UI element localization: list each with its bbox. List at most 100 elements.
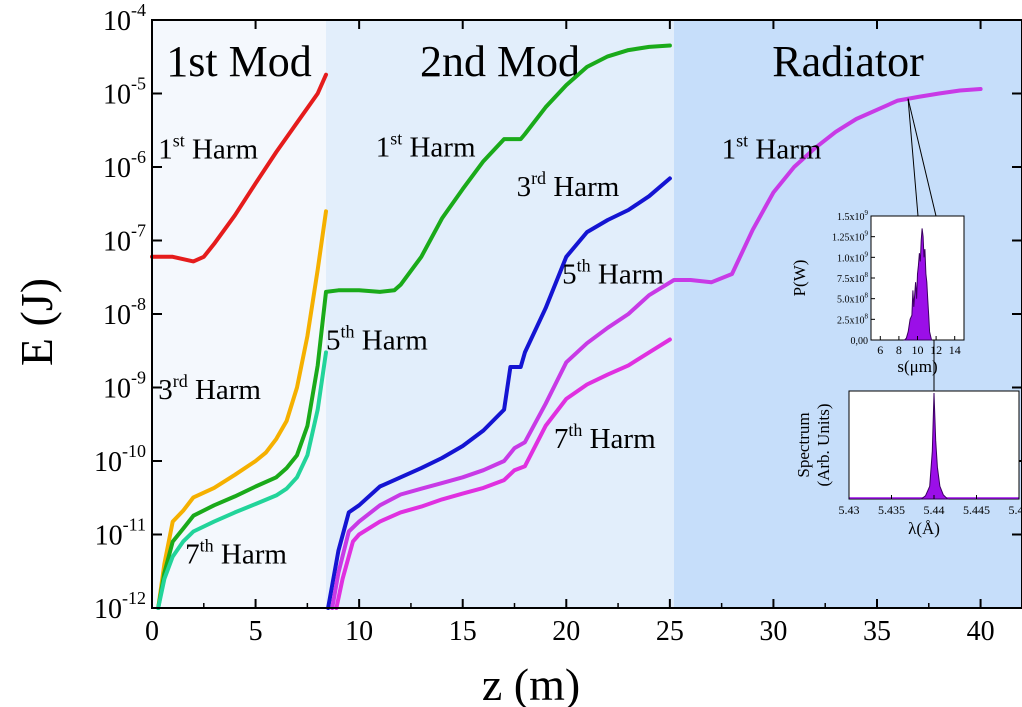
spectrum-y-label-line2: (Arb. Units)	[814, 403, 833, 486]
y-tick-label: 10-7	[103, 221, 146, 258]
y-tick-base: 10	[103, 374, 131, 405]
y-tick-exp: -7	[131, 221, 146, 241]
harm-number: 1	[722, 134, 737, 166]
y-tick-label: 10-8	[103, 294, 146, 331]
harm-label-3: 1st Harm	[376, 128, 476, 163]
region-label-0: 1st Mod	[166, 37, 311, 86]
series-line-3	[156, 350, 328, 610]
y-tick-base: 10	[103, 80, 131, 111]
y-tick-exp: -5	[131, 74, 146, 94]
harm-suffix: st	[390, 128, 402, 148]
series-line-6	[334, 337, 672, 610]
x-tick-label: 20	[552, 616, 580, 647]
y-tick-exp: -8	[131, 294, 146, 314]
series-line-4	[326, 176, 672, 610]
harm-label-1: 3rd Harm	[158, 371, 261, 406]
harm-suffix: th	[577, 255, 591, 275]
power-y-tick-base: 2.5x10	[837, 315, 865, 326]
harm-suffix: rd	[531, 168, 546, 188]
y-tick-base: 10	[94, 594, 122, 625]
harm-number: 5	[326, 324, 341, 356]
y-tick-base: 10	[103, 300, 131, 331]
y-tick-label: 10-11	[95, 515, 146, 552]
region-label-2: Radiator	[772, 37, 924, 86]
x-axis-title: z (m)	[482, 659, 580, 707]
harm-text: Harm	[748, 134, 822, 166]
harm-text: Harm	[214, 539, 288, 571]
x-tick-label: 10	[345, 616, 373, 647]
harm-suffix: st	[173, 131, 185, 151]
harm-number: 3	[517, 171, 532, 203]
y-tick-exp: -12	[122, 588, 146, 608]
region-labels: 1st Mod 2nd Mod Radiator	[166, 37, 924, 86]
y-tick-exp: -11	[123, 515, 146, 535]
x-axis-ticks: 0 5 10 15 20 25 30 35 40	[145, 20, 995, 647]
y-tick-base: 10	[95, 521, 123, 552]
harm-label-6: 5th Harm	[562, 255, 664, 290]
region-2	[674, 20, 1022, 608]
spectrum-y-label: Spectrum(Arb. Units)	[794, 403, 833, 486]
power-y-tick-base: 5.0x10	[837, 295, 865, 306]
spectrum-inset-area	[919, 392, 949, 500]
y-tick-exp: -9	[131, 368, 146, 388]
zoom-line-left	[907, 98, 919, 217]
y-axis-title: E (J)	[11, 278, 62, 366]
power-inset-area	[903, 228, 933, 341]
x-tick-label: 5	[249, 616, 263, 647]
y-tick-label: 10-10	[94, 441, 146, 478]
harm-text: Harm	[402, 131, 476, 163]
power-x-tick-label: 14	[949, 343, 961, 357]
series-line-5	[330, 87, 983, 610]
power-y-tick-label: 7.5x108	[837, 271, 869, 285]
harm-text: Harm	[546, 171, 620, 203]
y-tick-label: 10-12	[94, 588, 146, 625]
power-x-tick-label: 6	[877, 343, 883, 357]
power-y-tick-label: 2.5x108	[837, 312, 869, 326]
power-y-tick-base: 1.5x10	[837, 212, 865, 223]
power-y-tick-base: 0,00	[851, 336, 869, 347]
harm-number: 1	[158, 134, 173, 166]
power-y-tick-base: 7.5x10	[837, 274, 865, 285]
spectrum-x-label: λ(Å)	[908, 519, 940, 538]
harm-suffix: rd	[173, 371, 188, 391]
harm-label-2: 7th Harm	[185, 536, 287, 571]
y-tick-label: 10-9	[103, 368, 146, 405]
region-label-1: 2nd Mod	[420, 37, 580, 86]
harm-text: Harm	[185, 134, 259, 166]
harm-label-0: 1st Harm	[158, 131, 258, 166]
spectrum-x-tick-label: 5.435	[878, 503, 905, 517]
series-line-0	[150, 72, 328, 264]
power-y-tick-base: 1.0x10	[837, 253, 865, 264]
harm-label-4: 3rd Harm	[517, 168, 620, 203]
y-tick-base: 10	[94, 447, 122, 478]
harm-text: Harm	[355, 324, 429, 356]
y-tick-base: 10	[103, 227, 131, 258]
harm-number: 3	[158, 374, 173, 406]
power-y-tick-label: 1.5x109	[837, 209, 869, 223]
y-tick-base: 10	[103, 153, 131, 184]
harm-label-7: 7th Harm	[554, 420, 656, 455]
power-y-tick-base: 1.25x10	[832, 233, 865, 244]
series-line-2	[156, 43, 672, 610]
power-y-tick-label: 1.25x109	[832, 230, 869, 244]
y-tick-label: 10-5	[103, 74, 146, 111]
power-x-label: s(μm)	[897, 357, 937, 376]
y-tick-label: 10-6	[103, 147, 146, 184]
power-inset: 6 8 10 12 140,002.5x1085.0x1087.5x1081.0x109…	[790, 209, 965, 376]
power-y-tick-exp: 9	[865, 209, 869, 217]
y-tick-exp: -6	[131, 147, 146, 167]
harm-text: Harm	[582, 423, 656, 455]
spectrum-x-tick-label: 5.45	[1009, 503, 1022, 517]
x-tick-label: 25	[656, 616, 684, 647]
harm-label-8: 1st Harm	[722, 131, 822, 166]
harm-number: 5	[562, 258, 577, 290]
y-tick-base: 10	[103, 6, 131, 37]
harm-suffix: st	[736, 131, 748, 151]
harm-number: 1	[376, 131, 391, 163]
x-tick-label: 30	[759, 616, 787, 647]
x-tick-label: 15	[449, 616, 477, 647]
x-tick-label: 35	[863, 616, 891, 647]
